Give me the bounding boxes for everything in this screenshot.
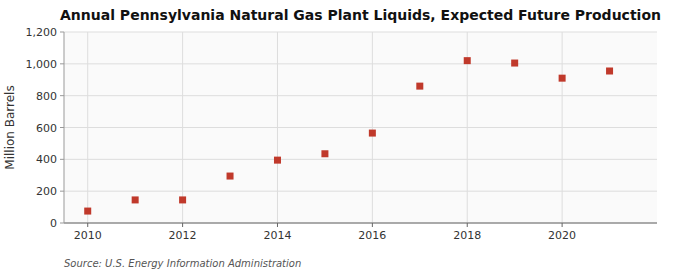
y-tick-label: 1,000 [26,58,58,71]
plot-area [64,32,657,223]
y-grid-line [64,191,657,192]
chart-title: Annual Pennsylvania Natural Gas Plant Li… [60,7,661,23]
y-tick-label: 1,200 [26,26,58,39]
y-tick [60,95,64,96]
point [321,150,328,157]
y-axis-label: Million Barrels [3,85,17,169]
y-tick-label: 0 [50,217,57,230]
x-tick [372,223,373,227]
y-tick [60,63,64,64]
grid [64,32,657,223]
x-tick [182,223,183,227]
point [606,67,613,74]
x-grid-line [562,32,563,223]
x-tick [467,223,468,227]
x-grid-line [277,32,278,223]
x-tick [87,223,88,227]
x-tick [277,223,278,227]
page: {"chart_data": {"type": "scatter", "titl… [0,0,675,275]
chart-container: 2010 2012 2014 2016 2018 2020 0 200 400 600 800 1,0… [0,0,675,275]
source-note: Source: U.S. Energy Information Administ… [64,258,301,269]
point [559,75,566,82]
y-grid-line [64,95,657,96]
y-grid-line [64,63,657,64]
x-tick-label: 2014 [263,229,291,242]
x-tick-label: 2012 [169,229,197,242]
y-grid-line [64,223,657,224]
y-grid-line [64,127,657,128]
x-grid-line [87,32,88,223]
y-tick [60,223,64,224]
y-grid-line [64,159,657,160]
y-tick [60,127,64,128]
y-tick-label: 400 [36,153,57,166]
x-tick-label: 2010 [74,229,102,242]
y-tick-label: 600 [36,122,57,135]
y-tick-label: 800 [36,90,57,103]
point [464,57,471,64]
y-grid-line [64,32,657,33]
point [132,196,139,203]
x-tick [562,223,563,227]
x-grid-line [182,32,183,223]
chart-svg: 2010 2012 2014 2016 2018 2020 0 200 400 600 800 1,0… [0,0,675,275]
x-grid-line [372,32,373,223]
point [369,130,376,137]
y-tick [60,159,64,160]
x-tick-label: 2020 [548,229,576,242]
axes: 2010 2012 2014 2016 2018 2020 0 200 400 600 800 1,0… [26,26,658,242]
x-tick-label: 2016 [358,229,386,242]
point [274,157,281,164]
point [416,83,423,90]
y-tick [60,32,64,33]
points [84,57,613,214]
point [511,60,518,67]
y-tick-label: 200 [36,185,57,198]
x-tick-label: 2018 [453,229,481,242]
x-axis-line [64,223,657,224]
point [84,208,91,215]
point [227,173,234,180]
y-tick [60,191,64,192]
point [179,196,186,203]
